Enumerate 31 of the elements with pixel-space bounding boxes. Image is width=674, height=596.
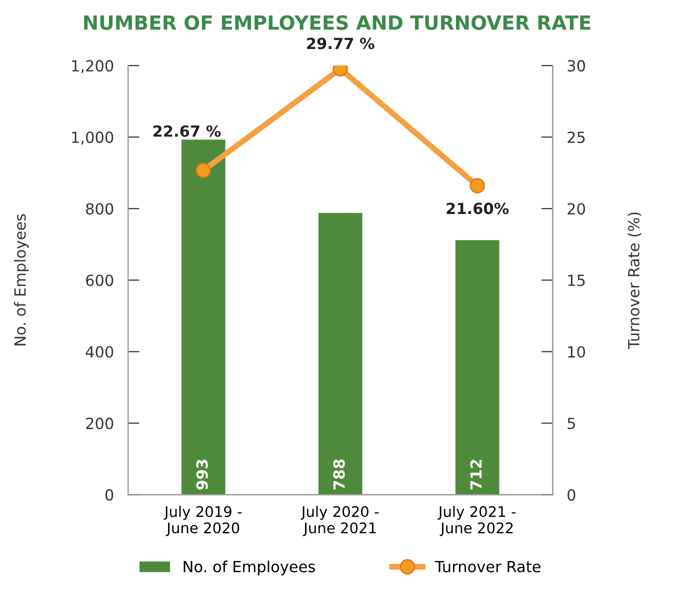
y2-axis-title: Turnover Rate (%): [628, 212, 642, 349]
y2-tick-label: 15: [568, 274, 585, 286]
y2-tick-label: 10: [568, 346, 585, 358]
y-tick-label: 1,200: [72, 60, 114, 74]
data-label: 22.67 %: [153, 125, 221, 137]
y2-tick-label: 25: [568, 132, 585, 144]
y-tick-label: 200: [86, 418, 114, 430]
data-label: 21.60%: [446, 202, 509, 214]
y-tick-label: 800: [86, 203, 114, 215]
y-tick-label: 400: [86, 346, 114, 358]
y2-tick-label: 30: [568, 60, 585, 72]
data-label: 993: [196, 460, 208, 490]
bar: [181, 140, 226, 495]
data-label: 712: [470, 460, 482, 490]
y-tick-label: 1,000: [72, 132, 114, 145]
y2-tick-label: 20: [568, 203, 585, 215]
bar: [455, 240, 500, 495]
data-label: 788: [333, 459, 345, 490]
data-label: 29.77 %: [307, 38, 374, 50]
legend-label: Turnover Rate: [434, 561, 540, 572]
x-tick-label: July 2020 - June 2021: [300, 506, 379, 536]
chart-title: NUMBER OF EMPLOYEES AND TURNOVER RATE: [84, 15, 590, 30]
y-tick-label: 600: [86, 274, 114, 286]
bar: [318, 212, 362, 495]
x-tick-label: July 2021 - June 2022: [438, 506, 516, 536]
y2-tick-label: 0: [568, 489, 576, 501]
y-tick-label: 0: [105, 489, 114, 501]
legend-label: No. of Employees: [184, 560, 315, 576]
y2-tick-label: 5: [568, 418, 575, 430]
y-axis-title: No. of Employees: [14, 214, 29, 346]
x-tick-label: July 2019 - June 2020: [164, 506, 242, 536]
